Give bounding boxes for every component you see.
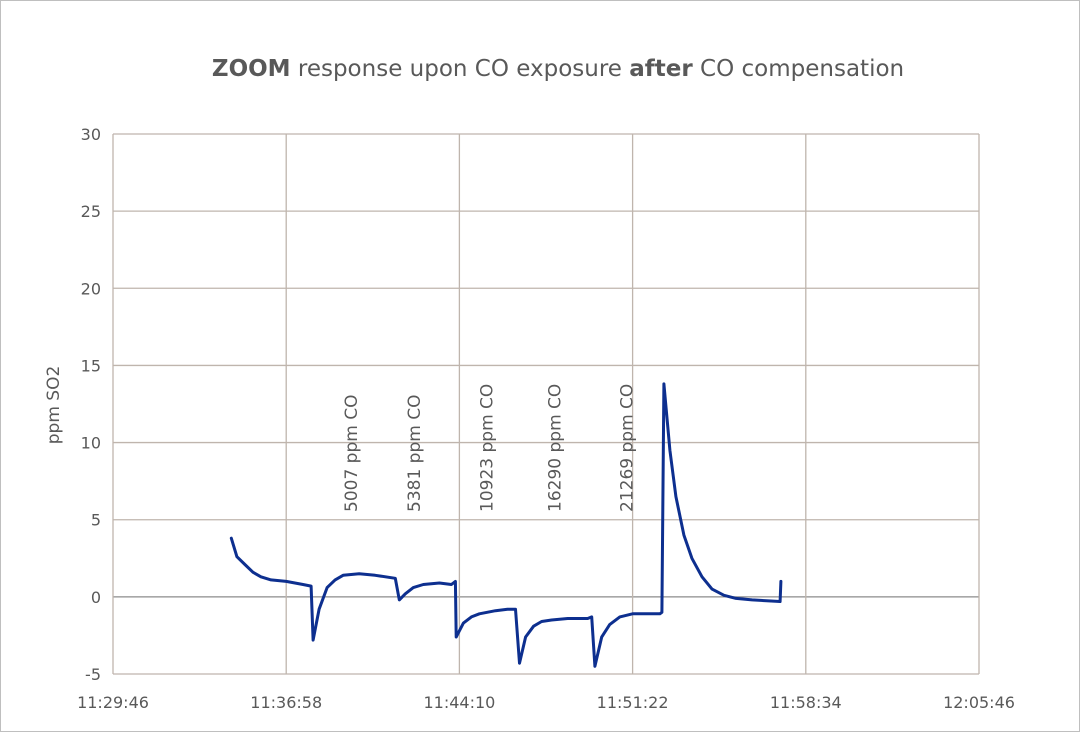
co-annotation: 5007 ppm CO	[342, 395, 362, 512]
tick-layer: -5 0 5 10 15 20 25 30 11:29:46 11:36:58 11:44:10 11…	[77, 125, 1015, 712]
x-tick-label: 11:51:22	[597, 693, 669, 712]
annotation-layer: 5007 ppm CO 5381 ppm CO 10923 ppm CO 16290 …	[342, 384, 637, 512]
series-layer	[229, 382, 783, 668]
co-annotation: 10923 ppm CO	[478, 384, 498, 512]
y-axis-label: ppm SO2	[44, 366, 64, 445]
title-part-4: CO compensation	[693, 56, 904, 82]
series-line	[229, 382, 783, 668]
co-annotation: 16290 ppm CO	[545, 384, 565, 512]
title-part-2: response upon CO exposure	[291, 56, 630, 82]
y-tick-label: -5	[85, 665, 101, 684]
title-part-1: ZOOM	[212, 56, 291, 82]
chart-title: ZOOM response upon CO exposure after CO …	[212, 56, 904, 82]
title-part-3: after	[629, 56, 693, 82]
y-tick-label: 10	[81, 434, 101, 453]
x-tick-label: 11:58:34	[770, 693, 842, 712]
y-tick-label: 5	[91, 511, 101, 530]
y-tick-label: 20	[81, 279, 101, 298]
y-tick-label: 30	[81, 125, 101, 144]
x-tick-label: 11:44:10	[423, 693, 495, 712]
x-tick-label: 12:05:46	[943, 693, 1015, 712]
grid-layer	[112, 133, 980, 675]
co-annotation: 5381 ppm CO	[405, 395, 425, 512]
y-tick-label: 0	[91, 588, 101, 607]
x-tick-label: 11:29:46	[77, 693, 149, 712]
y-tick-label: 25	[81, 202, 101, 221]
co-annotation: 21269 ppm CO	[618, 384, 638, 512]
y-tick-label: 15	[81, 356, 101, 375]
x-tick-label: 11:36:58	[250, 693, 322, 712]
